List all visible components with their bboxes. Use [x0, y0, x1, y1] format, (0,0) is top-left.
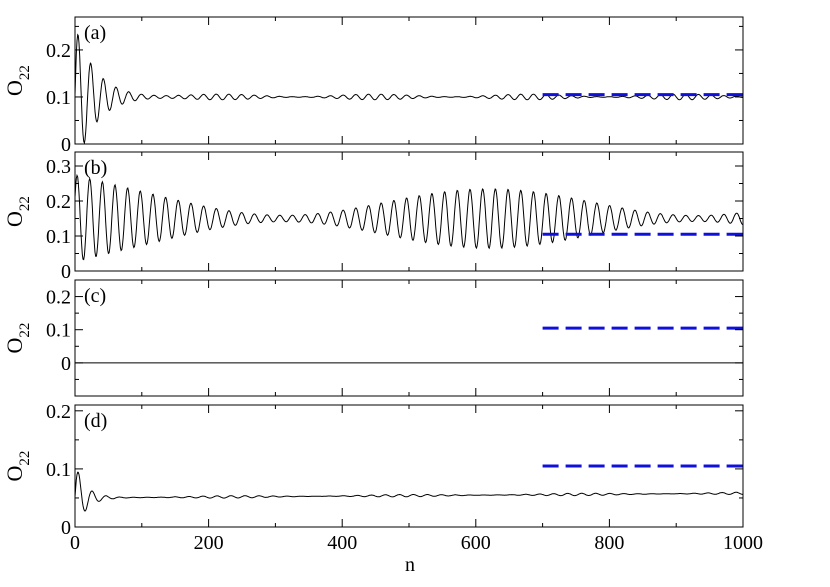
- y-tick-label: 0.2: [46, 191, 71, 213]
- x-tick-label: 1000: [723, 532, 763, 554]
- panel-label: (b): [84, 157, 107, 179]
- x-tick-label: 400: [327, 532, 357, 554]
- y-tick-label: 0.1: [46, 320, 71, 342]
- y-tick-label: 0: [61, 353, 71, 375]
- y-axis-label: O22: [2, 65, 33, 96]
- y-axis-label: O22: [2, 196, 33, 227]
- x-tick-label: 600: [461, 532, 491, 554]
- data-line-0: [75, 471, 743, 512]
- y-tick-label: 0: [61, 261, 71, 283]
- plot-frame: [74, 279, 744, 397]
- panel-a: 0 0.1 0.2 (a) O22: [2, 16, 744, 156]
- y-tick-label: 0: [61, 517, 71, 539]
- x-tick-label: 800: [594, 532, 624, 554]
- x-axis-label: n: [405, 554, 415, 576]
- data-line-0: [75, 33, 743, 144]
- panel-d: 0 0.1 0.2 0 200 400 600 800 1000 (d) O22: [2, 401, 763, 554]
- panel-label: (c): [84, 285, 106, 307]
- y-tick-label: 0.1: [46, 226, 71, 248]
- y-axis-label: O22: [2, 323, 33, 354]
- y-tick-label: 0.1: [46, 459, 71, 481]
- y-tick-label: 0.1: [46, 87, 71, 109]
- panel-label: (a): [84, 22, 106, 44]
- y-tick-label: 0.2: [46, 40, 71, 62]
- y-tick-label: 0.2: [46, 401, 71, 423]
- panel-label: (d): [84, 410, 107, 432]
- x-tick-label: 200: [194, 532, 224, 554]
- y-tick-label: 0.3: [46, 156, 71, 178]
- panels: 0 0.1 0.2 (a) O22 0 0.1 0.2 0.3 (b) O22 0 0.1 0.2 (c) O…: [2, 16, 763, 554]
- panel-b: 0 0.1 0.2 0.3 (b) O22: [2, 151, 744, 283]
- data-line-0: [75, 173, 743, 261]
- y-tick-label: 0.2: [46, 287, 71, 309]
- y-tick-label: 0: [61, 134, 71, 156]
- x-tick-label: 0: [70, 532, 80, 554]
- plot-frame: [74, 16, 744, 145]
- panel-c: 0 0.1 0.2 (c) O22: [2, 279, 744, 397]
- y-axis-label: O22: [2, 451, 33, 482]
